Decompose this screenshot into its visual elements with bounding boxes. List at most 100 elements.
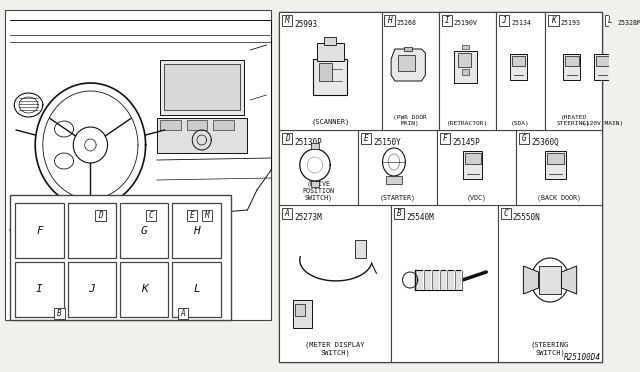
Bar <box>518 133 529 144</box>
Bar <box>461 45 469 49</box>
Text: (SDA): (SDA) <box>511 121 530 126</box>
Text: D: D <box>98 211 102 220</box>
Text: C: C <box>504 209 508 218</box>
Text: (RETRACTOR): (RETRACTOR) <box>447 121 488 126</box>
Text: (STEERING
SWITCH): (STEERING SWITCH) <box>531 341 569 356</box>
Polygon shape <box>561 266 577 294</box>
Text: 25993: 25993 <box>294 20 317 29</box>
Text: (PWR DOOR
MAIN): (PWR DOOR MAIN) <box>393 115 427 126</box>
Text: 25145P: 25145P <box>452 138 480 147</box>
Text: E: E <box>189 211 194 220</box>
Text: G: G <box>522 134 526 143</box>
Bar <box>4 10 271 320</box>
Text: A: A <box>285 209 289 218</box>
Text: 25130P: 25130P <box>294 138 322 147</box>
Bar <box>510 54 527 80</box>
Bar <box>458 53 471 67</box>
Bar <box>160 60 244 115</box>
Text: (120V MAIN): (120V MAIN) <box>582 121 623 126</box>
Text: 25190V: 25190V <box>454 20 478 26</box>
Bar <box>563 54 580 80</box>
Bar <box>68 262 116 317</box>
Text: B: B <box>397 209 401 218</box>
Text: 25540M: 25540M <box>406 213 434 222</box>
Bar <box>282 133 292 144</box>
Bar <box>454 51 477 83</box>
Text: (STARTER): (STARTER) <box>380 195 415 201</box>
Bar <box>355 240 366 258</box>
Text: C: C <box>148 211 153 220</box>
Bar <box>516 130 602 205</box>
Bar <box>178 308 188 319</box>
Bar <box>594 54 611 80</box>
Bar <box>461 69 469 75</box>
Bar <box>10 195 231 320</box>
Bar <box>293 300 312 328</box>
Bar <box>279 205 391 362</box>
Text: D: D <box>285 134 289 143</box>
Bar <box>282 208 292 219</box>
Text: L: L <box>193 285 200 295</box>
Text: H: H <box>387 16 392 25</box>
Bar <box>202 210 212 221</box>
Bar <box>499 15 509 26</box>
Text: G: G <box>141 225 148 235</box>
Text: 25360Q: 25360Q <box>531 138 559 147</box>
Text: (METER DISPLAY
SWITCH): (METER DISPLAY SWITCH) <box>305 341 365 356</box>
Bar <box>172 203 221 258</box>
Bar <box>438 12 496 130</box>
Bar <box>548 15 559 26</box>
Bar <box>415 270 463 290</box>
Bar <box>186 210 197 221</box>
Text: 25193: 25193 <box>561 20 580 26</box>
Text: (HEATED
STEERING): (HEATED STEERING) <box>557 115 591 126</box>
Bar <box>213 120 234 130</box>
Text: 25268: 25268 <box>397 20 417 26</box>
Bar <box>164 64 240 110</box>
Bar <box>496 12 545 130</box>
Bar <box>465 153 481 164</box>
Bar <box>319 63 332 81</box>
Text: A: A <box>181 309 186 318</box>
Bar <box>463 151 483 179</box>
Bar <box>186 120 207 130</box>
Bar <box>279 12 381 130</box>
Bar <box>311 181 319 187</box>
Text: J: J <box>88 285 95 295</box>
Text: F: F <box>36 225 43 235</box>
Bar <box>279 12 602 362</box>
Bar <box>313 59 348 95</box>
Text: K: K <box>551 16 556 25</box>
Bar <box>545 12 602 130</box>
Text: 25550N: 25550N <box>513 213 541 222</box>
Bar <box>547 153 564 164</box>
Text: I: I <box>36 285 43 295</box>
Bar <box>95 210 106 221</box>
Text: (DRIVE
POSITION
SWITCH): (DRIVE POSITION SWITCH) <box>302 180 334 201</box>
Text: (BACK DOOR): (BACK DOOR) <box>537 195 581 201</box>
Text: 25134: 25134 <box>511 20 531 26</box>
Bar <box>295 304 305 316</box>
Text: K: K <box>141 285 148 295</box>
Bar <box>361 133 371 144</box>
Text: (VDC): (VDC) <box>467 195 486 201</box>
Text: J: J <box>502 16 506 25</box>
Polygon shape <box>391 49 426 81</box>
Bar <box>120 262 168 317</box>
Bar <box>311 143 319 149</box>
Bar <box>404 47 412 51</box>
Bar <box>15 262 64 317</box>
Bar <box>565 56 579 66</box>
Bar <box>381 12 438 130</box>
Text: I: I <box>444 16 449 25</box>
Bar <box>145 210 156 221</box>
Text: (SCANNER): (SCANNER) <box>311 119 349 125</box>
Text: F: F <box>443 134 447 143</box>
Bar <box>358 130 436 205</box>
Bar <box>324 37 336 45</box>
Bar <box>317 43 344 61</box>
Text: 25150Y: 25150Y <box>373 138 401 147</box>
Text: M: M <box>285 16 289 25</box>
Text: H: H <box>193 225 200 235</box>
Text: 25273M: 25273M <box>294 213 322 222</box>
